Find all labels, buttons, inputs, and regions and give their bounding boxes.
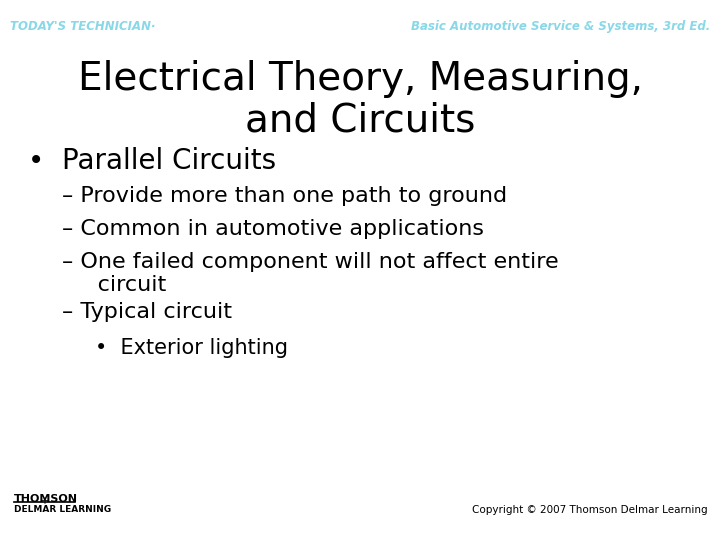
Text: THOMSON: THOMSON	[14, 494, 78, 504]
Text: +: +	[40, 496, 48, 506]
Text: – Typical circuit: – Typical circuit	[62, 302, 232, 322]
Text: Copyright © 2007 Thomson Delmar Learning: Copyright © 2007 Thomson Delmar Learning	[472, 505, 708, 515]
Text: DELMAR LEARNING: DELMAR LEARNING	[14, 505, 111, 514]
Text: – One failed component will not affect entire
     circuit: – One failed component will not affect e…	[62, 252, 559, 295]
Text: – Provide more than one path to ground: – Provide more than one path to ground	[62, 186, 507, 206]
Text: •  Exterior lighting: • Exterior lighting	[95, 338, 288, 358]
Text: Basic Automotive Service & Systems, 3rd Ed.: Basic Automotive Service & Systems, 3rd …	[410, 20, 710, 33]
Text: TODAY'S TECHNICIAN·: TODAY'S TECHNICIAN·	[10, 20, 156, 33]
Text: – Common in automotive applications: – Common in automotive applications	[62, 219, 484, 239]
Text: •  Parallel Circuits: • Parallel Circuits	[28, 147, 276, 175]
Text: and Circuits: and Circuits	[245, 102, 475, 140]
Text: Electrical Theory, Measuring,: Electrical Theory, Measuring,	[78, 60, 642, 98]
